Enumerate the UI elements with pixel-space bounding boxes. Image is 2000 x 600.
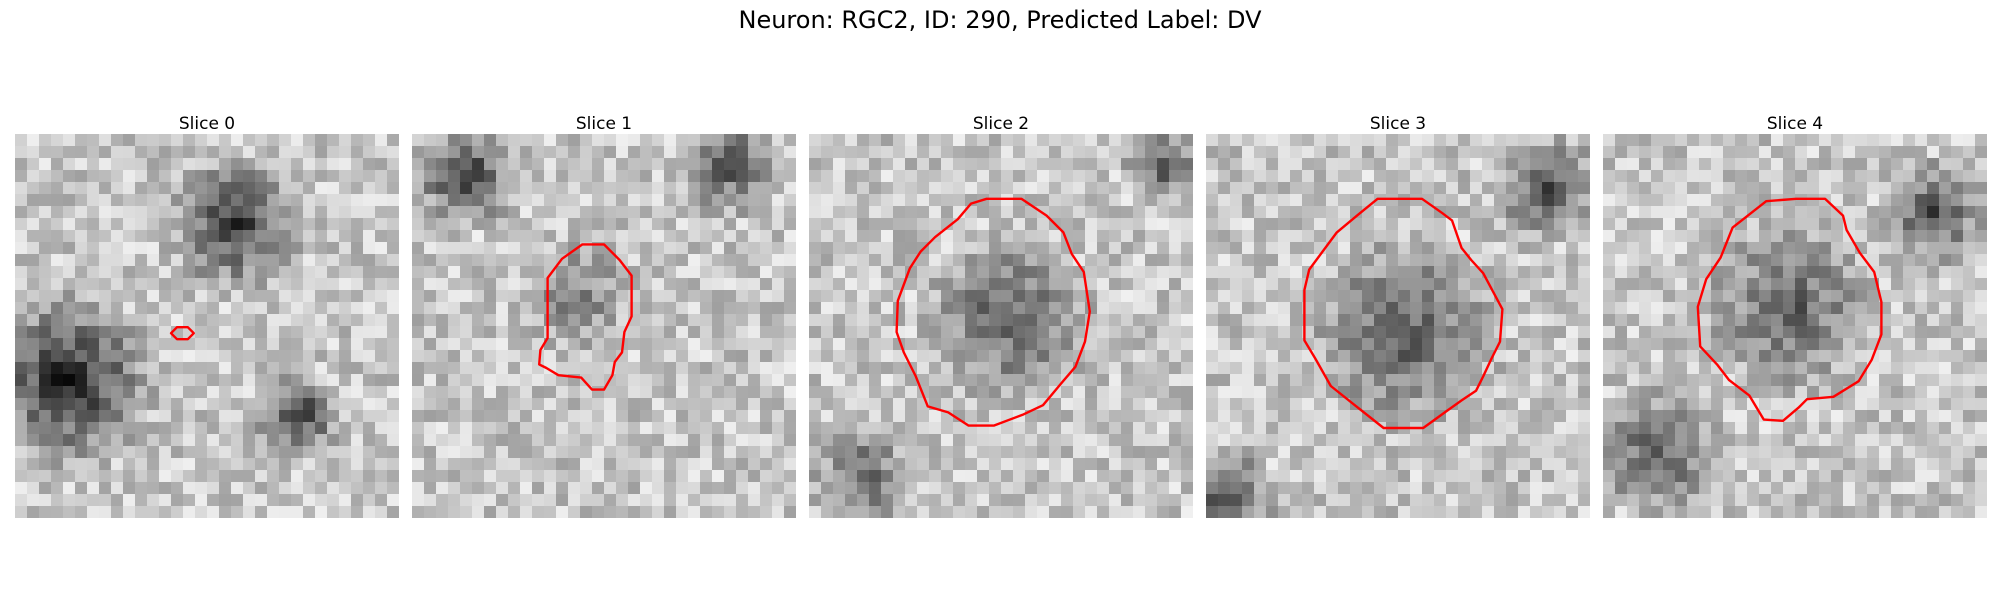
roi-contour [1696,197,1883,422]
roi-contour [537,243,633,391]
slice-title: Slice 1 [575,114,633,134]
slice-title: Slice 0 [178,114,236,134]
roi-contour [895,197,1091,427]
slice-pixel-grid [1206,134,1590,518]
roi-contour [1303,197,1504,430]
slice-image [15,134,399,518]
slice-panel-0: Slice 0 [15,113,399,518]
slice-pixel-grid [1603,134,1987,518]
slice-image [1206,134,1590,518]
slice-panel-2: Slice 2 [809,113,1193,518]
slice-panel-1: Slice 1 [412,113,796,518]
slice-title: Slice 3 [1369,114,1427,134]
roi-contour [169,325,196,341]
slice-image [1603,134,1987,518]
slice-image [412,134,796,518]
slice-panel-3: Slice 3 [1206,113,1590,518]
slice-title: Slice 4 [1766,114,1824,134]
slice-pixel-grid [412,134,796,518]
slice-panel-4: Slice 4 [1603,113,1987,518]
slice-pixel-grid [15,134,399,518]
figure-title: Neuron: RGC2, ID: 290, Predicted Label: … [738,6,1262,34]
slice-title: Slice 2 [972,114,1030,134]
slice-pixel-grid [809,134,1193,518]
slice-image [809,134,1193,518]
